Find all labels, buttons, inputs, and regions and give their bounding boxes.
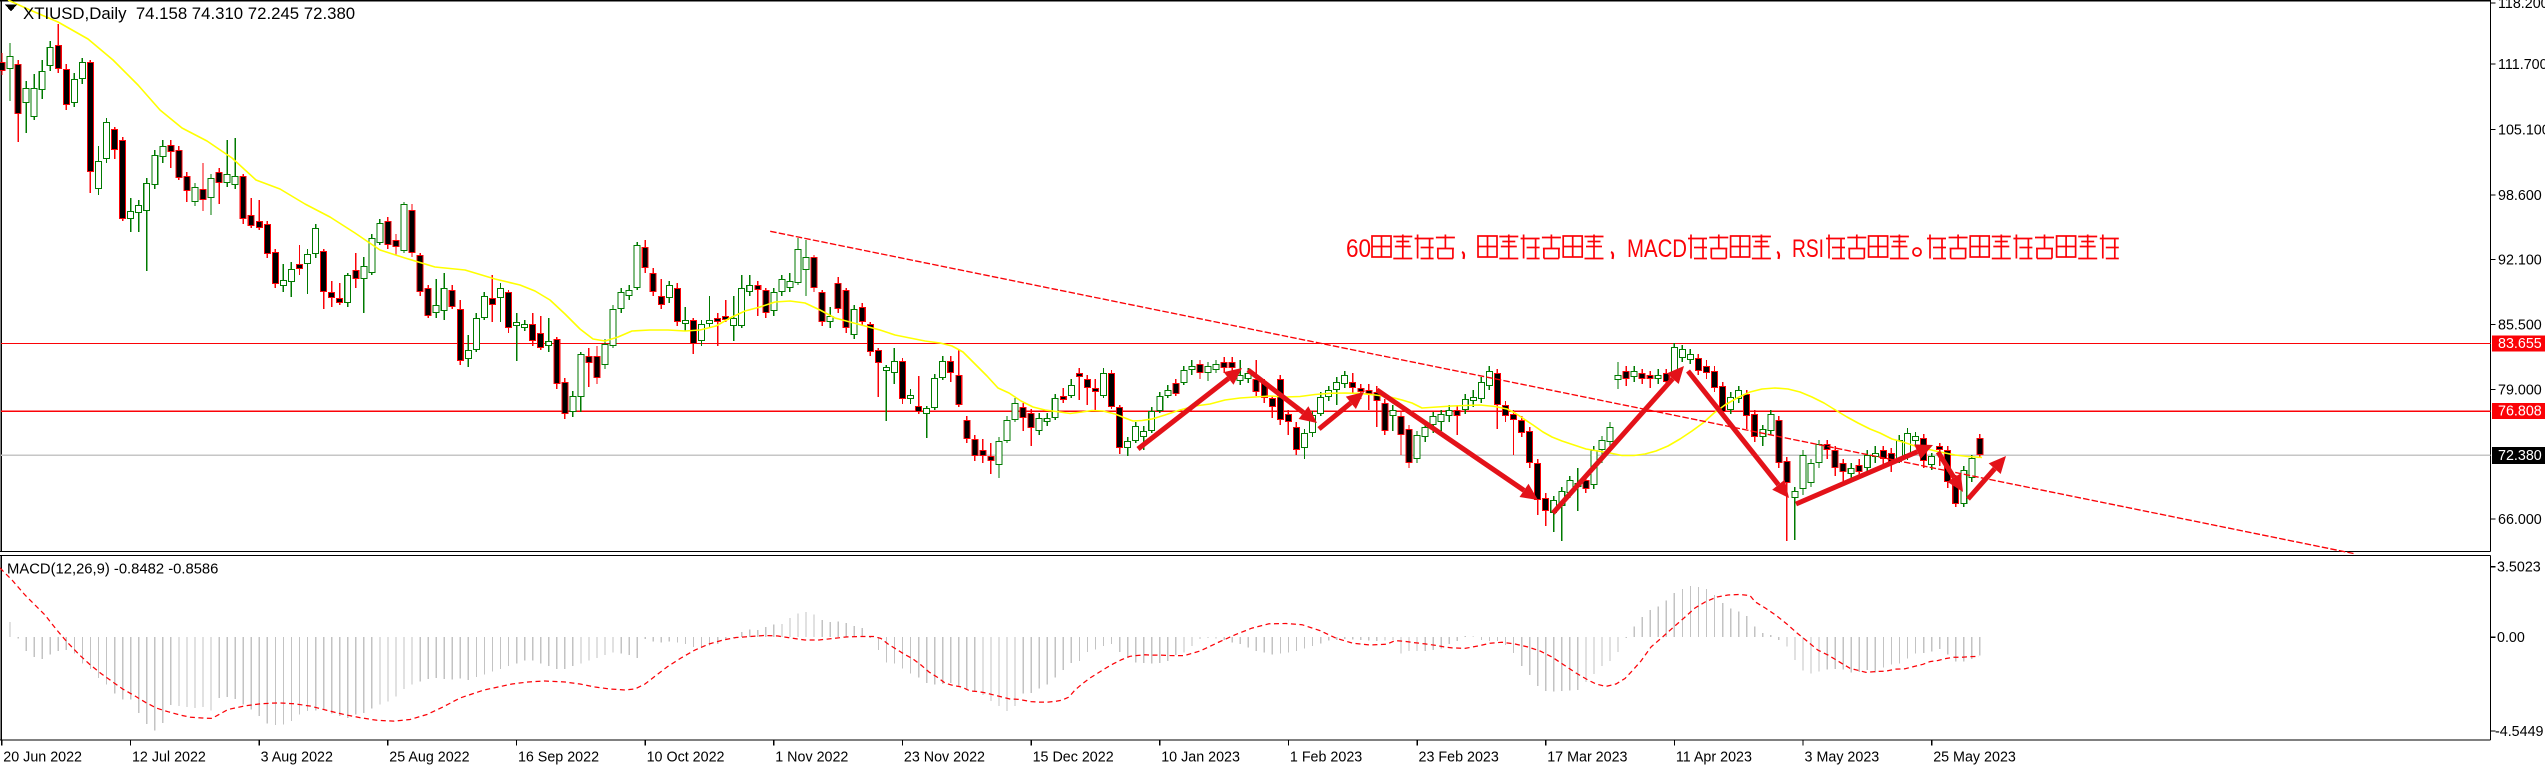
svg-text:3 Aug 2022: 3 Aug 2022 [261,750,333,766]
svg-text:11 Apr 2023: 11 Apr 2023 [1676,750,1752,766]
svg-text:23 Nov 2022: 23 Nov 2022 [904,750,985,766]
svg-text:12 Jul 2022: 12 Jul 2022 [132,750,206,766]
svg-text:MACD: MACD [1627,235,1687,263]
svg-text:3 May 2023: 3 May 2023 [1805,750,1880,766]
svg-text:1 Nov 2022: 1 Nov 2022 [775,750,848,766]
svg-text:98.600: 98.600 [2498,188,2542,204]
svg-text:25 Aug 2022: 25 Aug 2022 [389,750,469,766]
svg-text:10 Jan 2023: 10 Jan 2023 [1161,750,1240,766]
svg-text:60: 60 [1346,235,1371,263]
svg-text:23 Feb 2023: 23 Feb 2023 [1419,750,1499,766]
svg-text:25 May 2023: 25 May 2023 [1933,750,2016,766]
svg-text:92.100: 92.100 [2498,252,2542,268]
svg-text:72.380: 72.380 [2498,448,2542,464]
svg-text:3.5023: 3.5023 [2497,560,2541,576]
svg-text:76.808: 76.808 [2498,404,2542,420]
svg-text:0.00: 0.00 [2497,630,2525,646]
svg-text:20 Jun 2022: 20 Jun 2022 [3,750,82,766]
svg-text:16 Sep 2022: 16 Sep 2022 [518,750,599,766]
svg-text:XTIUSD,Daily 74.158 74.310 72: XTIUSD,Daily 74.158 74.310 72.245 72.380 [23,4,355,23]
svg-text:79.000: 79.000 [2498,382,2542,398]
svg-text:10 Oct 2022: 10 Oct 2022 [647,750,725,766]
svg-text:1 Feb 2023: 1 Feb 2023 [1290,750,1362,766]
svg-text:66.000: 66.000 [2498,512,2542,528]
svg-text:MACD(12,26,9) -0.8482 -0.8586: MACD(12,26,9) -0.8482 -0.8586 [7,562,218,578]
svg-text:-4.5449: -4.5449 [2495,724,2544,740]
svg-text:111.700: 111.700 [2498,57,2545,73]
svg-text:85.500: 85.500 [2498,317,2542,333]
svg-text:118.200: 118.200 [2498,0,2545,12]
svg-text:83.655: 83.655 [2498,336,2542,352]
svg-text:RSI: RSI [1792,235,1824,263]
svg-text:17 Mar 2023: 17 Mar 2023 [1547,750,1627,766]
svg-text:105.100: 105.100 [2498,122,2545,138]
svg-text:15 Dec 2022: 15 Dec 2022 [1033,750,1114,766]
